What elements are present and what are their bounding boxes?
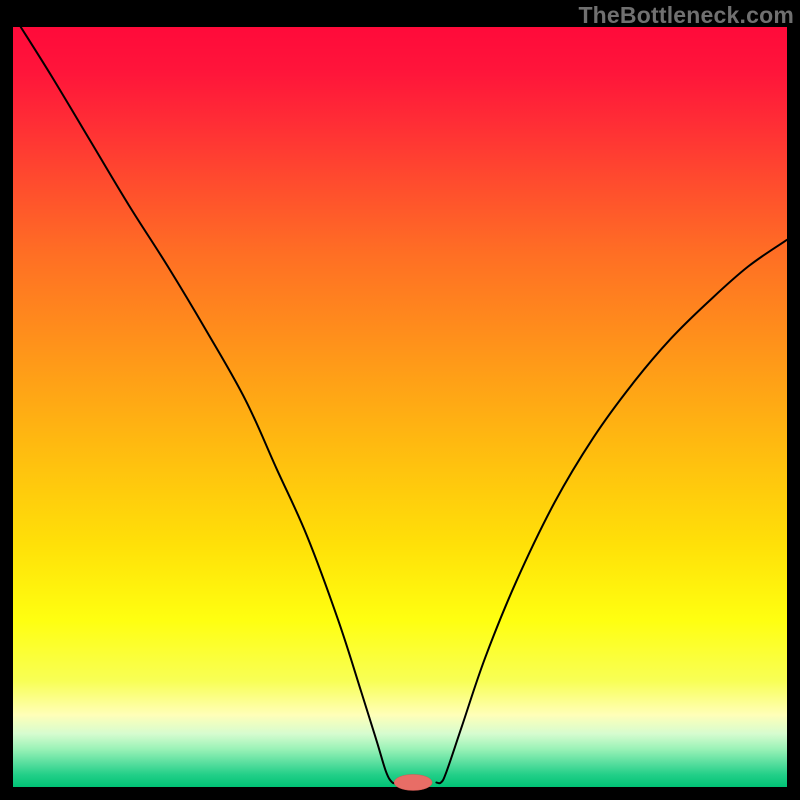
chart-svg (0, 0, 800, 800)
chart-stage: TheBottleneck.com (0, 0, 800, 800)
plot-background (13, 27, 787, 787)
watermark-text: TheBottleneck.com (578, 2, 794, 29)
bottleneck-marker (394, 774, 432, 790)
